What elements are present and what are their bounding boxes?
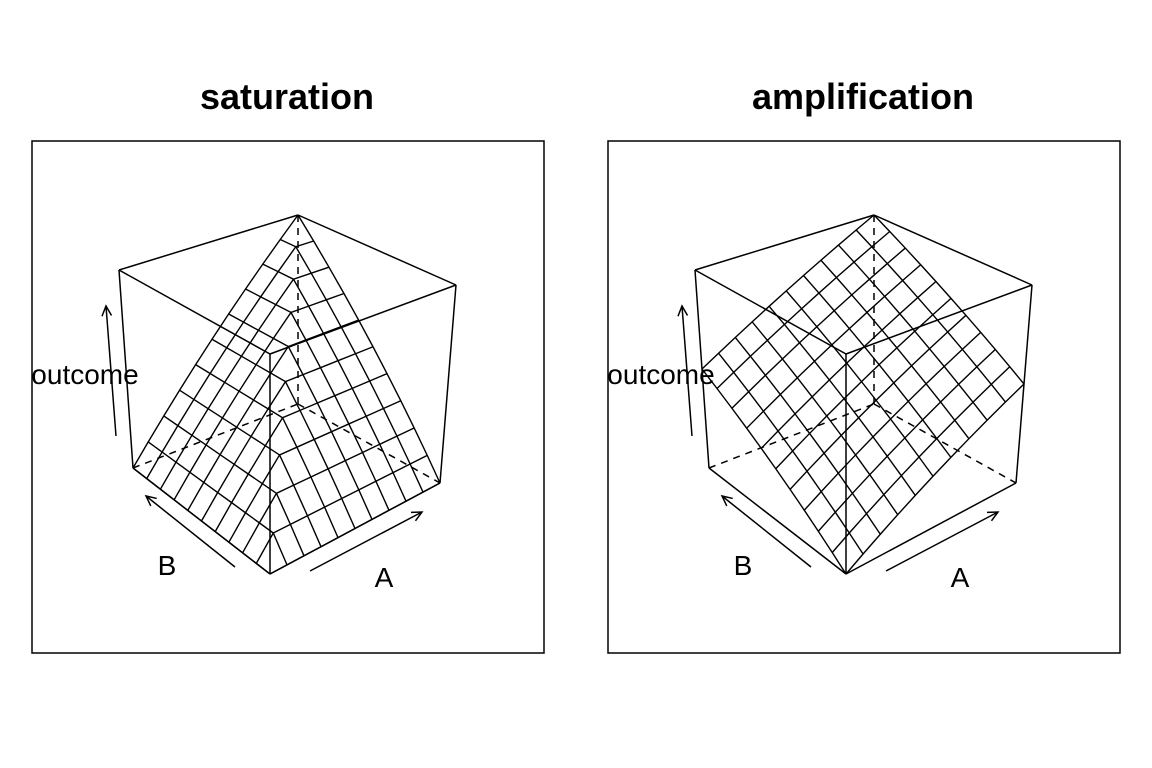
- y-axis-label: B: [734, 550, 753, 581]
- box-edge: [708, 467, 847, 575]
- mesh-line: [173, 292, 345, 501]
- box-edge-hidden: [297, 403, 441, 484]
- mesh-line: [802, 275, 952, 458]
- z-axis-arrow-head: [101, 304, 113, 317]
- mesh-line: [279, 238, 424, 493]
- mesh-line: [228, 313, 373, 520]
- box-edge: [694, 214, 875, 271]
- mesh-line: [159, 266, 330, 490]
- z-axis-label: outcome: [31, 359, 138, 390]
- box-edge: [694, 269, 847, 355]
- y-axis-arrow-head: [720, 494, 733, 507]
- mesh-line: [746, 264, 922, 429]
- mesh-line: [146, 240, 314, 479]
- box-edge: [118, 214, 299, 271]
- box-edge: [297, 214, 457, 286]
- mesh-line: [873, 214, 1025, 385]
- mesh-line: [731, 247, 906, 409]
- chart-title: amplification: [752, 76, 974, 117]
- mesh-line: [837, 244, 988, 421]
- y-axis-arrow: [145, 495, 236, 568]
- box-edge: [118, 269, 134, 469]
- mesh-line: [855, 229, 1007, 403]
- y-axis-arrow-head: [144, 494, 157, 507]
- z-axis-arrow: [105, 305, 117, 437]
- amplification-panel: amplification outcome B A: [607, 76, 1121, 654]
- mesh-line: [820, 259, 970, 440]
- mesh-line: [716, 230, 891, 390]
- axis-arrows: [101, 304, 424, 572]
- box-edge: [118, 269, 271, 355]
- mesh-line: [701, 214, 875, 370]
- box-edge-hidden: [873, 403, 1017, 484]
- x-axis-label: A: [375, 562, 394, 593]
- mesh-line: [775, 297, 952, 470]
- box-edge: [873, 214, 1033, 286]
- chart-title: saturation: [200, 76, 374, 117]
- z-axis-arrow-head: [677, 304, 689, 317]
- x-axis-label: A: [951, 562, 970, 593]
- x-axis-arrow-head: [986, 511, 1000, 522]
- mesh-line: [245, 288, 390, 511]
- y-axis-arrow: [721, 495, 812, 568]
- mesh-line: [200, 346, 374, 522]
- box-edge: [845, 482, 1017, 575]
- x-axis-arrow: [885, 511, 999, 572]
- surface-mesh: [132, 214, 441, 575]
- x-axis-arrow-head: [410, 511, 424, 522]
- saturation-panel: saturation outcome B A: [31, 76, 545, 654]
- z-axis-label: outcome: [607, 359, 714, 390]
- box-edge: [845, 284, 1033, 355]
- box-edge: [439, 284, 457, 484]
- mesh-line: [760, 280, 937, 449]
- mesh-line: [262, 263, 407, 502]
- y-axis-label: B: [158, 550, 177, 581]
- panel-frame: [31, 140, 545, 654]
- mesh-line: [297, 214, 441, 484]
- mesh-line: [132, 214, 299, 469]
- axis-arrows: [677, 304, 1000, 572]
- surface-mesh: [701, 214, 1025, 575]
- x-axis-arrow: [309, 511, 423, 572]
- mesh-line: [187, 319, 359, 511]
- panel-frame: [607, 140, 1121, 654]
- z-axis-arrow: [681, 305, 693, 437]
